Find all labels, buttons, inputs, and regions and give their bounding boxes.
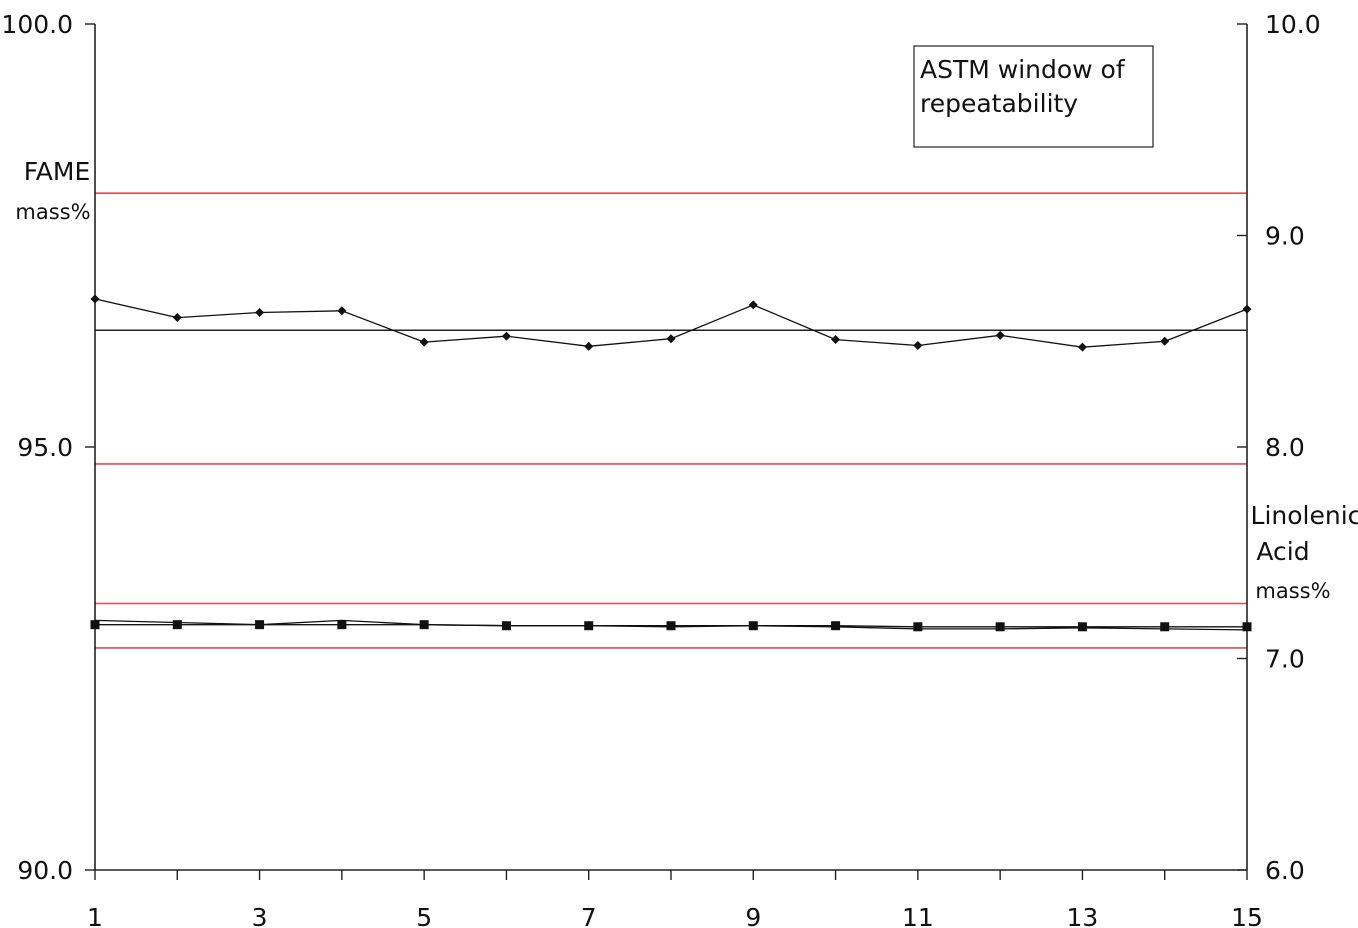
right-axis-title-line-2: Acid <box>1256 537 1309 566</box>
x-tick-label: 9 <box>745 903 761 928</box>
series-0-point <box>255 307 265 317</box>
x-tick-label: 3 <box>252 903 268 928</box>
series-1-point <box>1242 622 1252 632</box>
legend-line-1: ASTM window of <box>920 55 1126 84</box>
series-0-point <box>501 331 511 341</box>
series-1-point <box>90 620 100 630</box>
right-tick-label: 8.0 <box>1265 433 1305 462</box>
left-axis-unit: mass% <box>15 200 90 224</box>
x-tick-label: 15 <box>1231 903 1263 928</box>
left-tick-label: 90.0 <box>17 856 73 885</box>
legend-line-2: repeatability <box>920 89 1078 118</box>
series-0-point <box>337 306 347 316</box>
left-axis-title: FAME <box>24 157 91 186</box>
series-0-point <box>666 334 676 344</box>
series-0-point <box>995 330 1005 340</box>
x-tick-label: 1 <box>87 903 103 928</box>
series-0-point <box>419 337 429 347</box>
right-axis-title-line-1: Linolenic <box>1251 501 1358 530</box>
series-1-point <box>337 620 347 630</box>
series-2-line <box>94 619 1248 631</box>
x-tick-label: 5 <box>416 903 432 928</box>
right-tick-label: 10.0 <box>1265 10 1321 39</box>
series-0-point <box>1077 342 1087 352</box>
series-0-point <box>1160 336 1170 346</box>
series-0-point <box>90 294 100 304</box>
x-tick-label: 7 <box>581 903 597 928</box>
right-axis-unit: mass% <box>1255 579 1330 603</box>
legend-frame <box>913 45 1154 148</box>
series-1-point <box>995 622 1005 632</box>
series-0-point <box>748 300 758 310</box>
series-1-point <box>1077 622 1087 632</box>
series-0-point <box>584 341 594 351</box>
x-tick-label: 11 <box>902 903 934 928</box>
series-1-point <box>666 621 676 631</box>
series-0-point <box>172 313 182 323</box>
left-tick-label: 100.0 <box>1 10 73 39</box>
series <box>90 294 1252 632</box>
right-tick-label: 6.0 <box>1265 856 1305 885</box>
right-tick-label: 7.0 <box>1265 645 1305 674</box>
series-0-point <box>913 340 923 350</box>
series-1-point <box>913 622 923 632</box>
series-0-point <box>831 335 841 345</box>
left-tick-label: 95.0 <box>17 433 73 462</box>
series-1-point <box>1160 622 1170 632</box>
x-tick-label: 13 <box>1067 903 1099 928</box>
legend-box: ASTM window of repeatability <box>913 45 1154 148</box>
series-1-point <box>831 621 841 631</box>
reference-lines <box>95 192 1247 649</box>
right-tick-label: 9.0 <box>1265 222 1305 251</box>
series-1-point <box>172 620 182 630</box>
series-0-point <box>1242 304 1252 314</box>
